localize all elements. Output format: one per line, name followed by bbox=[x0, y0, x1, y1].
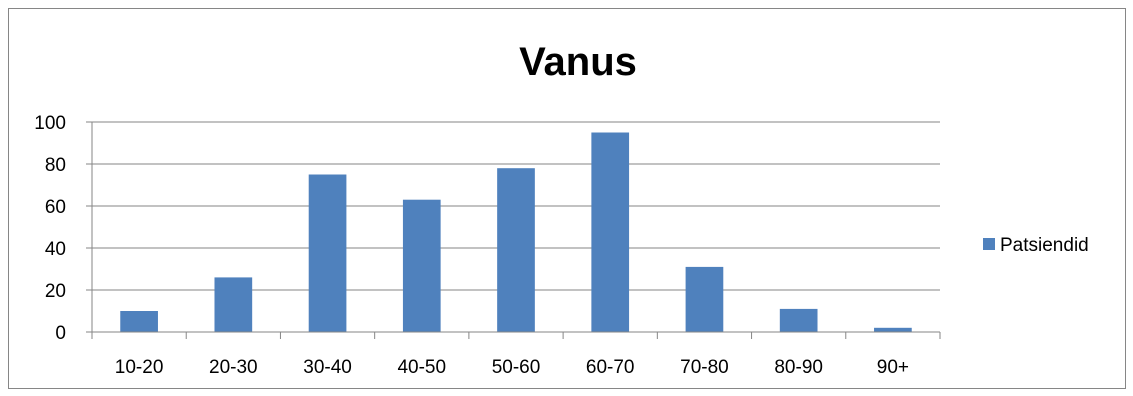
y-tick-labels: 0 20 40 60 80 100 bbox=[34, 113, 66, 344]
y-tick-label-100: 100 bbox=[34, 113, 66, 134]
bar-20-30 bbox=[214, 277, 253, 332]
bar-10-20 bbox=[120, 311, 158, 332]
bar-30-40 bbox=[308, 174, 347, 332]
bar-80-90 bbox=[779, 308, 818, 332]
bar-40-50 bbox=[402, 199, 441, 332]
x-tick-label-40-50: 40-50 bbox=[397, 357, 446, 378]
legend-label-patsiendid: Patsiendid bbox=[1000, 235, 1089, 256]
x-tick-label-10-20: 10-20 bbox=[115, 357, 164, 378]
x-tick-label-30-40: 30-40 bbox=[303, 357, 352, 378]
bar-50-60 bbox=[497, 168, 535, 332]
x-tick-label-90+: 90+ bbox=[877, 357, 909, 378]
chart-frame bbox=[8, 8, 1126, 389]
bar-60-70 bbox=[591, 132, 630, 332]
bars bbox=[120, 132, 912, 332]
y-tick-label-20: 20 bbox=[45, 281, 66, 302]
x-tick-label-70-80: 70-80 bbox=[680, 357, 729, 378]
y-tick-label-40: 40 bbox=[45, 239, 66, 260]
axes bbox=[91, 122, 941, 339]
legend-swatch bbox=[983, 238, 995, 250]
bar-90+ bbox=[874, 327, 912, 332]
x-tick-labels: 10-20 20-30 30-40 40-50 50-60 60-70 70-80 80-90… bbox=[115, 357, 909, 378]
legend: Patsiendid bbox=[983, 235, 1089, 256]
y-tick-label-60: 60 bbox=[45, 197, 66, 218]
x-tick-label-60-70: 60-70 bbox=[586, 357, 635, 378]
y-tick-label-80: 80 bbox=[45, 155, 66, 176]
x-tick-label-20-30: 20-30 bbox=[209, 357, 258, 378]
x-tick-label-50-60: 50-60 bbox=[492, 357, 541, 378]
chart-title: Vanus bbox=[519, 40, 637, 84]
bar-70-80 bbox=[685, 266, 724, 332]
y-tick-label-0: 0 bbox=[55, 323, 66, 344]
x-tick-label-80-90: 80-90 bbox=[774, 357, 823, 378]
